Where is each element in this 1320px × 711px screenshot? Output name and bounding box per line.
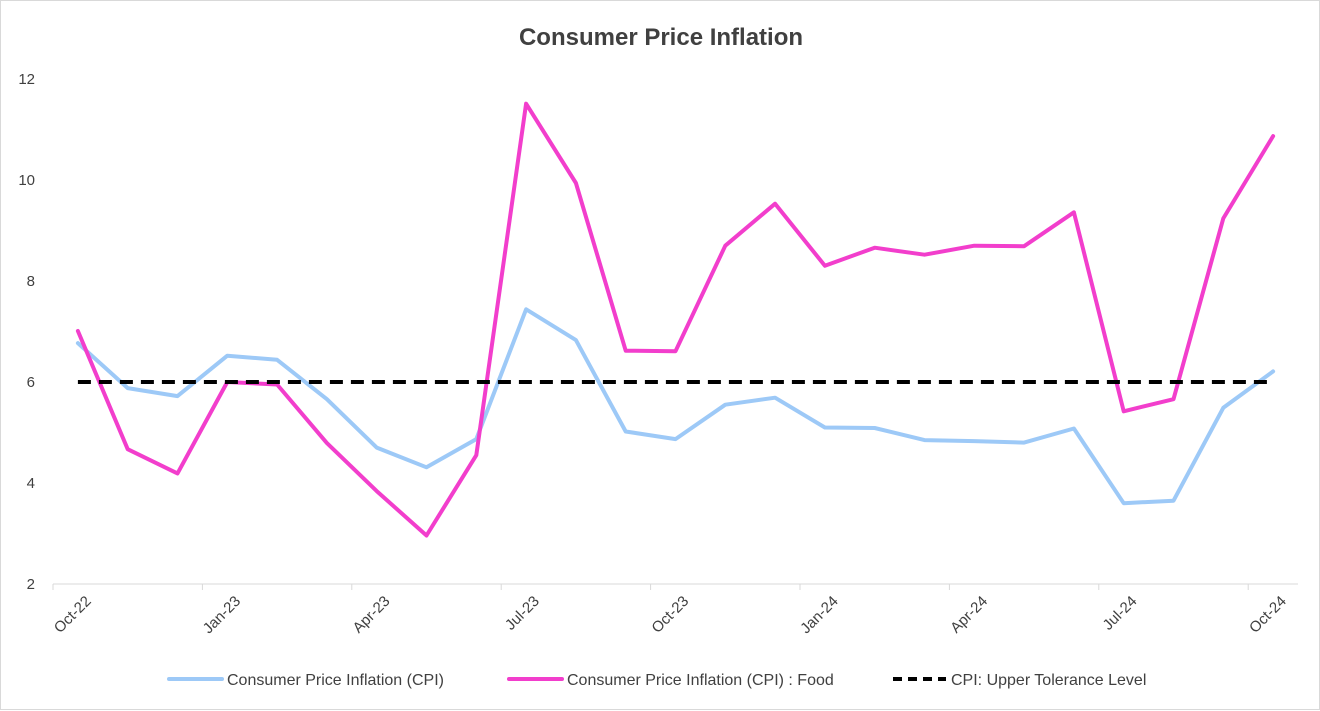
legend: Consumer Price Inflation (CPI) Consumer P…	[167, 672, 1146, 689]
series-line-2	[75, 101, 1276, 538]
legend-label-1: Consumer Price Inflation (CPI)	[227, 672, 444, 689]
x-tick-label: Apr-24	[947, 593, 991, 637]
x-axis: Oct-22 Jan-23 Apr-23 Jul-23 Oct-23 Jan-24 Apr-…	[51, 583, 1298, 637]
x-tick-label: Jul-23	[502, 593, 543, 634]
y-tick-label: 8	[27, 273, 35, 290]
series-layer	[75, 101, 1276, 538]
chart-title: Consumer Price Inflation	[519, 24, 803, 51]
y-tick-label: 2	[27, 576, 35, 593]
x-tick-label: Oct-22	[51, 593, 95, 637]
x-tick-label: Oct-23	[648, 593, 692, 637]
y-tick-label: 4	[27, 475, 35, 492]
x-tick-label: Jan-24	[797, 593, 841, 637]
y-axis: 2 4 6 8 10 12	[18, 71, 35, 593]
y-tick-label: 10	[18, 172, 35, 189]
x-tick-label: Oct-24	[1246, 593, 1290, 637]
y-tick-label: 6	[27, 374, 35, 391]
legend-label-2: Consumer Price Inflation (CPI) : Food	[567, 672, 834, 689]
y-tick-label: 12	[18, 71, 35, 88]
legend-label-3: CPI: Upper Tolerance Level	[951, 672, 1146, 689]
x-tick-label: Jul-24	[1100, 593, 1141, 634]
x-tick-label: Apr-23	[350, 593, 394, 637]
series-line-1	[75, 307, 1276, 506]
x-tick-label: Jan-23	[200, 593, 244, 637]
